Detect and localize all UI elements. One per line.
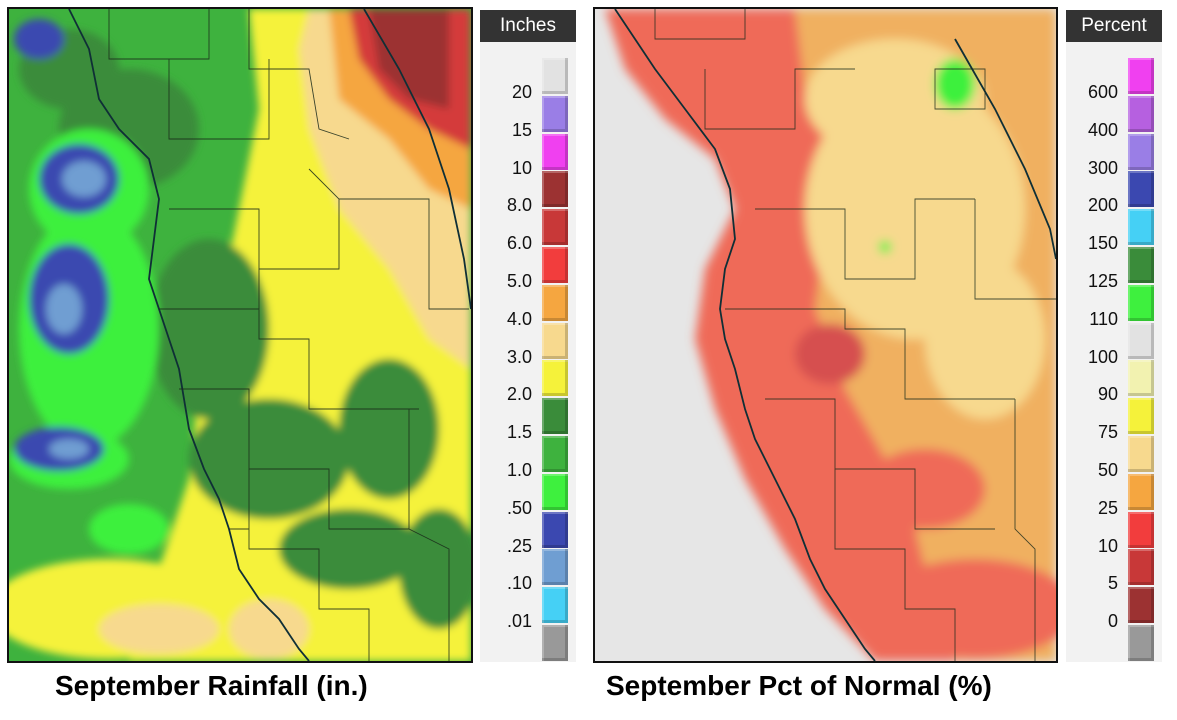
rainfall-legend-label: 20 bbox=[511, 82, 532, 102]
pct-normal-legend-label: 90 bbox=[1097, 384, 1118, 405]
pct-normal-map-graphic bbox=[595, 9, 1056, 661]
rainfall-legend-swatch bbox=[542, 171, 568, 208]
rainfall-legend-label: 1.0 bbox=[506, 460, 532, 480]
rainfall-legend: Inches 20 15 10 8.0 6.0 5.0 4.0 3.0 2.0 1.5 1.0 .50… bbox=[480, 10, 576, 662]
rainfall-legend-label: 6.0 bbox=[506, 233, 532, 254]
rainfall-legend-swatch bbox=[542, 209, 568, 246]
rainfall-legend-swatch bbox=[542, 587, 568, 624]
pct-normal-legend-label: 10 bbox=[1097, 535, 1118, 556]
rainfall-legend-swatch bbox=[542, 133, 568, 170]
rainfall-legend-swatch bbox=[542, 473, 568, 510]
pct-normal-legend-swatch bbox=[1128, 58, 1154, 94]
rainfall-legend-label: 4.0 bbox=[506, 308, 532, 329]
pct-normal-legend-swatch bbox=[1128, 549, 1154, 586]
rainfall-legend-label: 1.5 bbox=[506, 422, 532, 443]
pct-normal-legend-label: 0 bbox=[1107, 611, 1118, 632]
rainfall-legend-swatch bbox=[542, 58, 568, 94]
pct-normal-legend-swatch bbox=[1128, 209, 1154, 246]
pct-normal-legend-title: Percent bbox=[1066, 10, 1162, 42]
pct-normal-legend-label: 75 bbox=[1097, 422, 1118, 443]
pct-normal-legend-label: 200 bbox=[1087, 195, 1118, 216]
rainfall-legend-label: .01 bbox=[506, 611, 532, 632]
rainfall-legend-swatch bbox=[542, 360, 568, 397]
rainfall-legend-label: .50 bbox=[506, 497, 532, 518]
rainfall-map bbox=[7, 7, 473, 663]
rainfall-legend-swatch bbox=[542, 284, 568, 321]
rainfall-legend-swatch bbox=[542, 511, 568, 548]
pct-normal-legend-swatch bbox=[1128, 587, 1154, 624]
rainfall-legend-title: Inches bbox=[480, 10, 576, 42]
pct-normal-legend-label: 50 bbox=[1097, 460, 1118, 480]
pct-normal-legend-label: 150 bbox=[1087, 233, 1118, 254]
pct-normal-legend-swatch bbox=[1128, 247, 1154, 283]
pct-normal-legend: Percent 600 400 300 200 150 125 110 100 90 75 50 25… bbox=[1066, 10, 1162, 662]
rainfall-legend-swatch bbox=[542, 436, 568, 472]
rainfall-legend-label: 10 bbox=[511, 157, 532, 178]
rainfall-legend-swatch bbox=[542, 247, 568, 283]
rainfall-legend-label: 8.0 bbox=[506, 195, 532, 216]
pct-normal-legend-label: 5 bbox=[1107, 573, 1118, 594]
pct-normal-legend-swatch bbox=[1128, 625, 1154, 661]
rainfall-legend-label: .10 bbox=[506, 573, 532, 594]
pct-normal-legend-label: 300 bbox=[1087, 157, 1118, 178]
rainfall-caption: September Rainfall (in.) bbox=[55, 670, 368, 701]
pct-normal-legend-swatch bbox=[1128, 95, 1154, 132]
pct-normal-legend-swatch bbox=[1128, 511, 1154, 548]
pct-normal-legend-label: 600 bbox=[1087, 82, 1118, 102]
pct-normal-legend-label: 110 bbox=[1089, 308, 1118, 329]
rainfall-legend-label: 15 bbox=[511, 119, 532, 140]
pct-normal-legend-label: 400 bbox=[1087, 119, 1118, 140]
pct-normal-legend-swatch bbox=[1128, 322, 1154, 359]
pct-normal-legend-swatch bbox=[1128, 360, 1154, 397]
pct-normal-map bbox=[593, 7, 1058, 663]
rainfall-legend-label: 2.0 bbox=[506, 384, 532, 405]
pct-normal-legend-swatch bbox=[1128, 436, 1154, 472]
pct-normal-legend-label: 125 bbox=[1087, 271, 1118, 291]
rainfall-legend-label: 3.0 bbox=[506, 346, 532, 367]
rainfall-legend-swatch bbox=[542, 549, 568, 586]
pct-normal-caption: September Pct of Normal (%) bbox=[606, 670, 992, 701]
rainfall-map-graphic bbox=[9, 9, 471, 661]
rainfall-legend-swatch bbox=[542, 322, 568, 359]
pct-normal-legend-swatch bbox=[1128, 473, 1154, 510]
rainfall-legend-label: 5.0 bbox=[506, 271, 532, 291]
pct-normal-legend-swatch bbox=[1128, 398, 1154, 435]
pct-normal-legend-swatch bbox=[1128, 284, 1154, 321]
rainfall-legend-swatch bbox=[542, 625, 568, 661]
pct-normal-legend-swatch bbox=[1128, 133, 1154, 170]
rainfall-legend-label: .25 bbox=[506, 535, 532, 556]
rainfall-legend-swatch bbox=[542, 398, 568, 435]
pct-normal-legend-label: 25 bbox=[1097, 497, 1118, 518]
rainfall-legend-swatch bbox=[542, 95, 568, 132]
pct-normal-legend-label: 100 bbox=[1087, 346, 1118, 367]
pct-normal-legend-swatch bbox=[1128, 171, 1154, 208]
